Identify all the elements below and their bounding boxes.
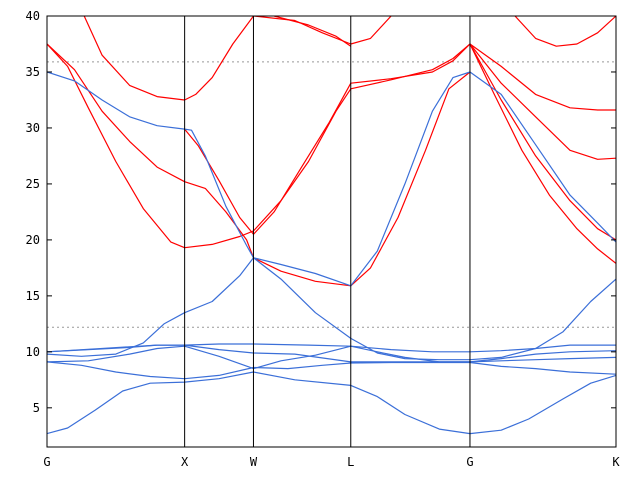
- x-tick-label-0: G: [43, 455, 50, 469]
- x-tick-label-1: X: [181, 455, 189, 469]
- plot-frame: [46, 15, 617, 448]
- band-line-11: [514, 16, 616, 47]
- y-tick-label-1: 10: [26, 345, 40, 359]
- kpoint-vertical-lines: [184, 16, 471, 447]
- band-line-10: [469, 43, 616, 264]
- y-tick-label-7: 40: [26, 9, 40, 23]
- band-line-15: [47, 345, 616, 370]
- x-tick-label-2: W: [250, 455, 258, 469]
- band-line-7: [469, 43, 616, 160]
- band-line-14: [47, 361, 616, 380]
- series-layer: [47, 16, 616, 435]
- x-tick-label-5: K: [612, 455, 620, 469]
- band-line-0: [47, 43, 255, 259]
- band-line-18: [47, 257, 616, 361]
- reference-lines: [47, 61, 616, 328]
- y-tick-label-3: 20: [26, 233, 40, 247]
- y-tick-label-6: 35: [26, 65, 40, 79]
- band-line-8: [469, 43, 616, 111]
- band-line-6: [273, 16, 352, 47]
- x-tick-label-3: L: [347, 455, 354, 469]
- band-line-2: [83, 16, 254, 101]
- y-tick-label-0: 5: [33, 401, 40, 415]
- y-axis-ticks: 5 10 15 20 25 30 35 40: [26, 9, 616, 415]
- band-line-1: [47, 43, 471, 249]
- band-line-9: [469, 43, 616, 241]
- x-tick-label-4: G: [466, 455, 473, 469]
- y-tick-label-4: 25: [26, 177, 40, 191]
- band-line-12: [47, 71, 616, 287]
- band-line-3: [184, 43, 471, 235]
- y-tick-label-2: 15: [26, 289, 40, 303]
- y-tick-label-5: 30: [26, 121, 40, 135]
- band-line-4: [253, 71, 471, 287]
- band-line-13: [47, 371, 616, 435]
